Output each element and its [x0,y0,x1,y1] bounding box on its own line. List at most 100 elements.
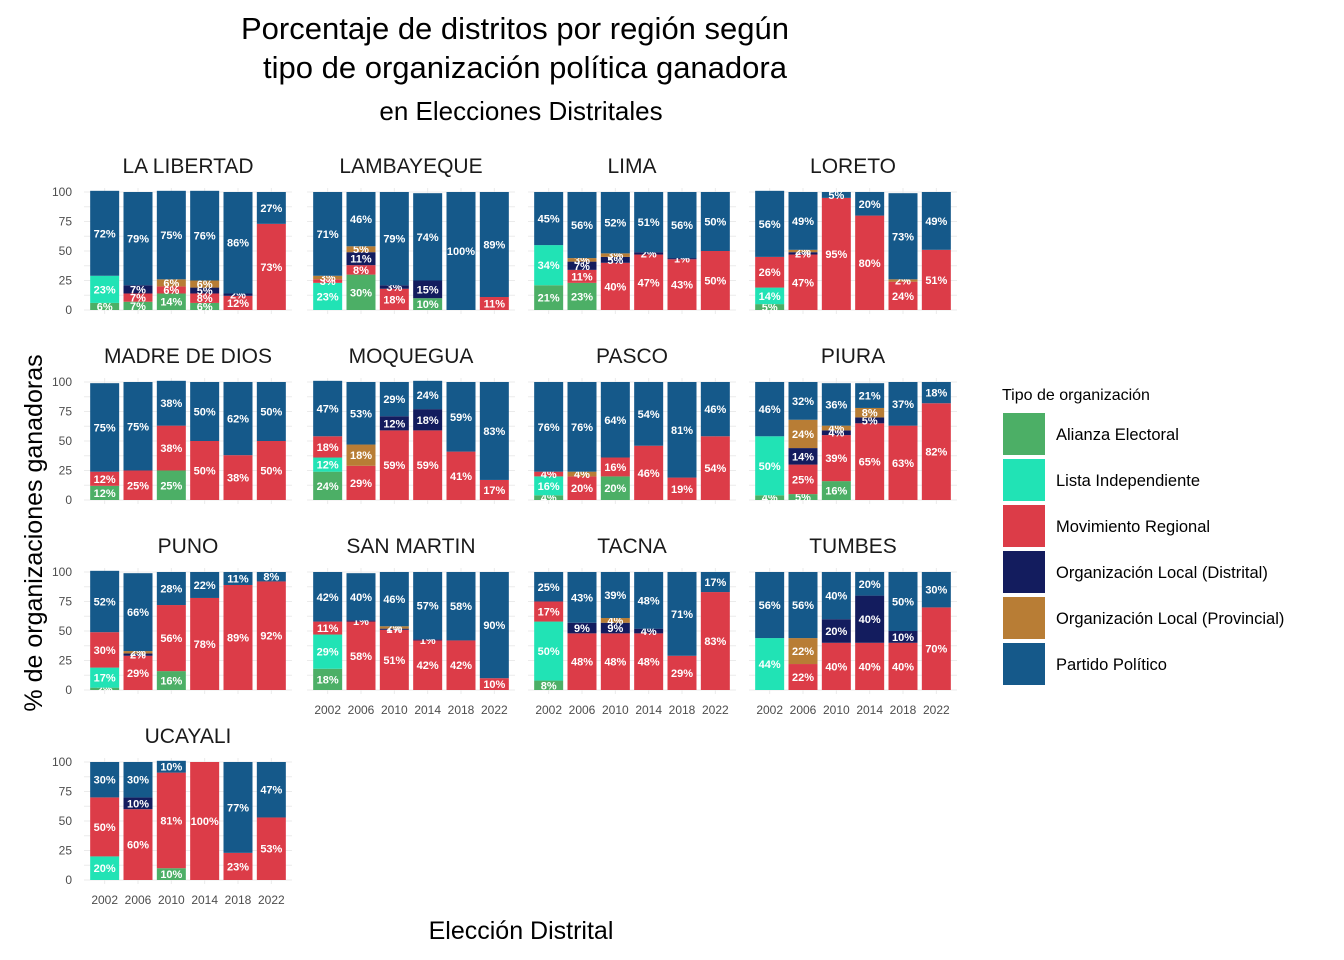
x-tick-label: 2022 [702,703,729,717]
facet-label: PASCO [596,345,668,368]
data-label: 12% [94,474,116,486]
data-label: 6% [197,301,213,313]
data-label: 11% [350,254,372,266]
bar-segment-partido-politico-2018 [446,572,476,641]
data-label: 42% [317,592,339,604]
bar-segment-partido-politico-2022 [256,382,286,441]
data-label: 16% [604,462,626,474]
bar-segment-movimiento-regional-2014 [634,633,664,690]
bar-segment-partido-politico-2018 [667,572,697,656]
bar-segment-movimiento-regional-2010 [379,288,409,310]
bar-segment-movimiento-regional-2014 [190,762,220,880]
y-tick-label: 25 [59,654,73,668]
facet-panels: LA LIBERTAD02550751006%23%72%7%7%7%79%14… [52,155,957,907]
bar-segment-organizacion-local-distrital-2006 [346,252,376,266]
data-label: 4% [607,615,623,627]
legend-swatch-movimiento-regional [1003,505,1045,547]
data-label: 40% [350,592,372,604]
data-label: 38% [160,398,182,410]
bar-segment-movimiento-regional-2018 [223,455,253,500]
bar-segment-lista-independiente-2002 [90,275,120,303]
data-label: 62% [227,414,249,426]
x-tick-label: 2010 [602,703,629,717]
data-label: 6% [163,285,179,297]
bar-segment-movimiento-regional-2010 [821,197,851,310]
bar-segment-partido-politico-2006 [123,573,153,652]
bar-segment-organizacion-local-provincial-2014 [190,280,220,288]
data-label: 10% [160,762,182,774]
y-tick-label: 50 [59,434,73,448]
bar-segment-partido-politico-2006 [346,573,376,621]
data-label: 4% [828,423,844,435]
bar-segment-partido-politico-2018 [446,382,476,452]
data-label: 30% [94,775,116,787]
bar-segment-alianza-electoral-2002 [534,285,564,310]
data-label: 5% [862,415,878,427]
bar-segment-lista-independiente-2002 [313,282,343,310]
x-tick-label: 2006 [569,703,596,717]
data-label: 59% [383,460,405,472]
data-label: 50% [260,466,282,478]
data-label: 25% [538,582,560,594]
data-label: 23% [317,291,339,303]
bar-segment-organizacion-local-distrital-2014 [190,287,220,294]
bar-segment-partido-politico-2010 [821,383,851,426]
bar-segment-movimiento-regional-2018 [223,852,253,880]
facet-label: PUNO [158,535,219,558]
data-label: 58% [450,601,472,613]
bar-segment-movimiento-regional-2018 [223,295,253,310]
facet-label: TACNA [597,535,667,558]
bar-segment-movimiento-regional-2006 [346,621,376,690]
panel-moquegua: MOQUEGUA 24% 12% 18% 47% 29% 18% 53% 59% 12% 29% 59… [307,345,515,504]
data-label: 51% [638,217,660,229]
data-label: 5% [828,190,844,202]
data-label: 53% [260,844,282,856]
bar-segment-partido-politico-2022 [700,382,730,437]
x-tick-label: 2014 [414,703,441,717]
bar-segment-lista-independiente-2002 [755,287,785,305]
bar-segment-alianza-electoral-2014 [190,302,220,310]
bar-segment-movimiento-regional-2018 [888,281,918,310]
bar-segment-organizacion-local-provincial-2010 [821,425,851,431]
bar-segment-lista-independiente-2002 [313,634,343,669]
bar-segment-partido-politico-2018 [223,762,253,853]
data-label: 18% [317,442,339,454]
data-label: 22% [792,646,814,658]
data-label: 56% [671,220,693,232]
bar-segment-movimiento-regional-2002 [90,797,120,857]
bar-segment-movimiento-regional-2002 [755,256,785,288]
panel-tacna: TACNA 2002 2006 2010 2014 2018 2022 8% 50% 17% 25%… [528,535,736,717]
data-label: 23% [94,284,116,296]
bar-segment-partido-politico-2022 [921,572,951,608]
bar-segment-partido-politico-2002 [313,380,343,437]
bar-segment-movimiento-regional-2010 [600,262,630,310]
data-label: 44% [759,659,781,671]
data-label: 63% [892,458,914,470]
data-label: 27% [260,203,282,215]
y-tick-label: 0 [65,683,72,697]
data-label: 12% [227,298,249,310]
data-label: 5% [607,255,623,267]
y-tick-label: 0 [65,303,72,317]
data-label: 52% [604,218,626,230]
bar-segment-partido-politico-2010 [600,572,630,619]
data-label: 50% [94,822,116,834]
bar-segment-partido-politico-2018 [888,193,918,280]
bar-segment-partido-politico-2022 [921,382,951,404]
bar-segment-organizacion-local-distrital-2018 [223,293,253,296]
bar-segment-movimiento-regional-2014 [413,430,443,500]
bar-segment-alianza-electoral-2002 [90,302,120,310]
data-label: 23% [227,861,249,873]
bar-segment-partido-politico-2006 [788,572,818,639]
data-label: 24% [792,429,814,441]
data-label: 50% [194,407,216,419]
data-label: 46% [704,404,726,416]
data-label: 12% [383,418,405,430]
bar-segment-movimiento-regional-2018 [888,642,918,690]
data-label: 25% [160,480,182,492]
legend-label-alianza-electoral: Alianza Electoral [1056,426,1179,444]
bar-segment-movimiento-regional-2006 [567,476,597,500]
legend-swatch-organizacion-local-provincial [1003,597,1045,639]
facet-label: LORETO [810,155,896,178]
data-label: 43% [571,592,593,604]
